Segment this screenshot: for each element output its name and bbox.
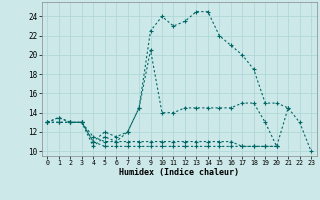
X-axis label: Humidex (Indice chaleur): Humidex (Indice chaleur) <box>119 168 239 177</box>
